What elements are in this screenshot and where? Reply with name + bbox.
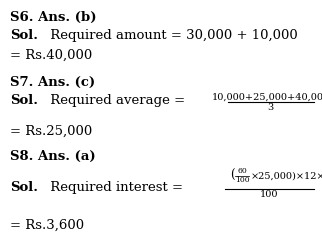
Text: 3: 3 bbox=[268, 103, 274, 112]
Text: Sol.: Sol. bbox=[10, 181, 38, 193]
Text: ×25,000)×12×2: ×25,000)×12×2 bbox=[251, 171, 322, 180]
Text: Sol.: Sol. bbox=[10, 29, 38, 42]
Text: Sol.: Sol. bbox=[10, 94, 38, 107]
Text: S8. Ans. (a): S8. Ans. (a) bbox=[10, 150, 95, 163]
Text: = Rs.3,600: = Rs.3,600 bbox=[10, 218, 84, 231]
Text: = Rs.40,000: = Rs.40,000 bbox=[10, 49, 92, 62]
Text: S7. Ans. (c): S7. Ans. (c) bbox=[10, 76, 95, 89]
Text: Required amount = 30,000 + 10,000: Required amount = 30,000 + 10,000 bbox=[46, 29, 298, 42]
Text: 60: 60 bbox=[237, 167, 247, 175]
Text: 100: 100 bbox=[235, 176, 249, 184]
Text: Required average =: Required average = bbox=[46, 94, 189, 107]
Text: (: ( bbox=[230, 169, 234, 182]
Text: Required interest =: Required interest = bbox=[46, 181, 187, 193]
Text: 10,000+25,000+40,000: 10,000+25,000+40,000 bbox=[212, 93, 322, 102]
Text: S6. Ans. (b): S6. Ans. (b) bbox=[10, 11, 96, 24]
Text: 100: 100 bbox=[260, 190, 279, 199]
Text: = Rs.25,000: = Rs.25,000 bbox=[10, 124, 92, 137]
